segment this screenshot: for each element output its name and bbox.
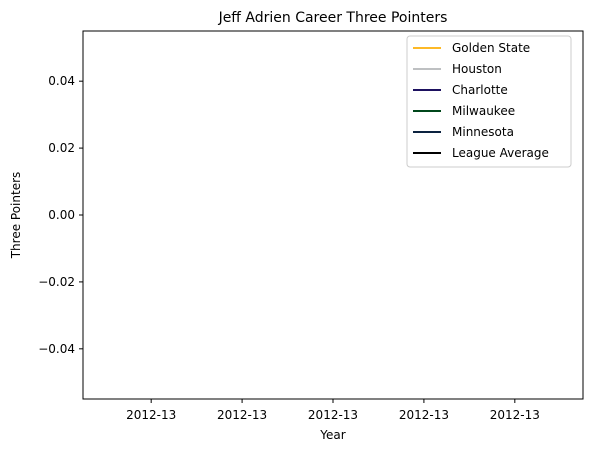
x-axis-label: Year <box>319 428 345 442</box>
legend-label: Charlotte <box>452 83 508 97</box>
legend-label: League Average <box>452 146 549 160</box>
y-tick-label: 0.00 <box>48 208 75 222</box>
x-tick-label: 2012-13 <box>308 408 358 422</box>
legend-label: Golden State <box>452 41 530 55</box>
y-tick-label: −0.04 <box>38 342 75 356</box>
y-tick-label: 0.02 <box>48 141 75 155</box>
x-tick-label: 2012-13 <box>399 408 449 422</box>
legend: Golden State Houston Charlotte Milwaukee Min… <box>406 35 572 168</box>
y-axis-ticks: 0.04 0.02 0.00 −0.02 −0.04 <box>38 74 83 356</box>
y-tick-label: 0.04 <box>48 74 75 88</box>
y-axis-label: Three Pointers <box>9 172 23 260</box>
x-axis-ticks: 2012-13 2012-13 2012-13 2012-13 2012-13 <box>126 399 540 422</box>
legend-label: Milwaukee <box>452 104 515 118</box>
x-tick-label: 2012-13 <box>490 408 540 422</box>
y-tick-label: −0.02 <box>38 275 75 289</box>
legend-box <box>406 35 572 168</box>
x-tick-label: 2012-13 <box>217 408 267 422</box>
chart-title: Jeff Adrien Career Three Pointers <box>218 10 448 26</box>
x-tick-label: 2012-13 <box>126 408 176 422</box>
legend-label: Houston <box>452 62 502 76</box>
legend-label: Minnesota <box>452 125 514 139</box>
